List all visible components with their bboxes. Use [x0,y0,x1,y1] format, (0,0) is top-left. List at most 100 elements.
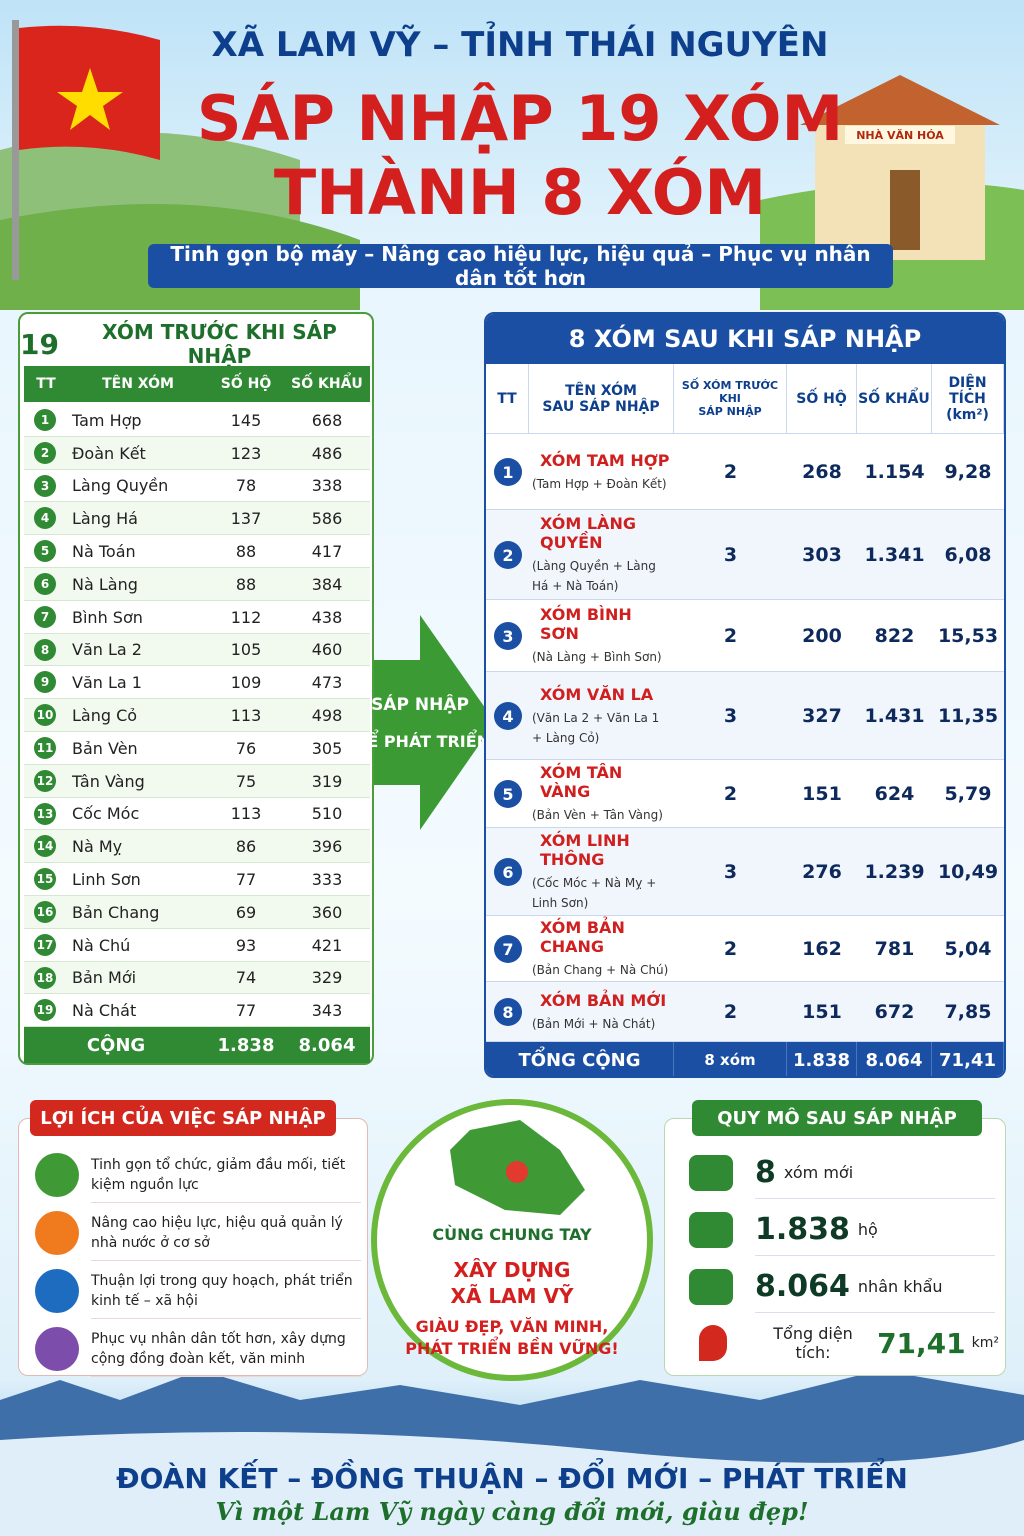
cell: 303 [802,544,842,566]
scale-value: 8.064 [755,1269,850,1304]
table-row [24,863,370,896]
village-name: XÓM LÀNG QUYỀN [540,514,636,552]
after-title: 8 XÓM SAU KHI SÁP NHẬP [486,314,1004,364]
subtitle-banner: Tinh gọn bộ máy – Nâng cao hiệu lực, hiệ… [148,242,893,290]
total-cell: 1.838 [787,1042,857,1076]
cell: 3 [723,705,738,727]
table-row [24,928,370,962]
table-row [486,600,1004,672]
cell: 417 [311,542,343,562]
scale-title: QUY MÔ SAU SÁP NHẬP [692,1100,982,1136]
header-line: SAU SÁP NHẬP [542,398,660,415]
scale-box: 8 xóm mới 1.838 hộ 8.064 nhân khẩu Tổng diện t… [664,1118,1006,1376]
cell: Tam Hợp [72,410,142,430]
table-row [24,535,370,568]
cell: 88 [235,542,257,562]
row-number: 9 [34,671,56,694]
column-header: SỐ KHẨU [284,366,370,402]
header-line: SỐ HỘ [796,390,847,407]
column-header: TÊN XÓM SAU SÁP NHẬP [529,364,674,434]
circle-text: XÂY DỰNG [453,1258,571,1282]
cell: Nà Làng [72,574,138,594]
column-header: DIỆN TÍCH (km²) [932,364,1004,434]
cell: 6,08 [944,544,992,566]
table-row [24,732,370,765]
arrow-text: SÁP NHẬP [371,695,469,715]
cell: 5,04 [944,938,992,960]
cell: 11,35 [937,705,999,727]
cell: 10,49 [937,861,999,883]
cell: 77 [235,870,257,890]
village-members: (Làng Quyền + Làng Há + Nà Toán) [532,559,656,593]
cell: Linh Sơn [72,870,141,890]
cell: 498 [311,706,343,726]
total-cell: 8.064 [857,1042,932,1076]
before-title: 19 XÓM TRƯỚC KHI SÁP NHẬP [20,320,372,368]
cell: 396 [311,837,343,857]
area-label: Tổng diện tích: [773,1324,853,1362]
table-row [24,436,370,470]
row-number: 8 [34,638,56,661]
table-row [486,828,1004,916]
row-number: 14 [34,835,56,858]
village-members: (Nà Làng + Bình Sơn) [532,650,662,664]
column-header: SỐ XÓM TRƯỚC KHI SÁP NHẬP [674,364,787,434]
total-cell: 8 xóm [674,1042,787,1076]
row-number: 3 [34,474,56,497]
header-line: SỐ KHẨU [858,390,930,407]
scale-item: 1.838 hộ [755,1204,995,1256]
cell: 151 [802,783,842,805]
cell: 74 [235,968,257,988]
cell: 319 [311,771,343,791]
cell: 76 [235,738,257,758]
cell: 113 [230,706,262,726]
benefit-icon [35,1327,79,1371]
cell: 343 [311,1001,343,1021]
table-row [24,764,370,798]
cell: Nà Toán [72,542,136,562]
benefit-text: Nâng cao hiệu lực, hiệu quả quản lý nhà … [91,1205,361,1261]
benefits-title: LỢI ÍCH CỦA VIỆC SÁP NHẬP [30,1100,336,1136]
cell: 15,53 [937,625,999,647]
table-row [24,502,370,536]
cell: 2 [723,783,738,805]
cell: 384 [311,574,343,594]
cell: Làng Cỏ [72,706,138,726]
cell: 77 [235,1001,257,1021]
footer-slogan: ĐOÀN KẾT – ĐỒNG THUẬN – ĐỔI MỚI – PHÁT T… [116,1461,908,1495]
area-value: 71,41 [877,1326,966,1360]
cell: 1.154 [864,461,925,483]
building-sign: NHÀ VĂN HÓA [845,126,955,144]
village-name: XÓM TAM HỢP [540,450,670,470]
village-name: XÓM BẢN MỚI [540,990,667,1010]
village-members: (Bản Mới + Nà Chát) [532,1016,656,1031]
row-number: 6 [34,573,56,595]
cell: Làng Quyền [72,476,169,496]
table-row [486,434,1004,510]
cell: 5,79 [944,783,992,805]
cell: Tân Vàng [72,771,145,791]
cell: 672 [874,1001,915,1023]
row-number: 6 [494,858,522,886]
row-number: 5 [34,540,56,563]
after-table: 8 XÓM SAU KHI SÁP NHẬP TT TÊN XÓM SAU SÁP N… [484,312,1006,1078]
scale-icon [689,1212,733,1248]
cell: 329 [311,968,343,988]
cell: 123 [230,443,262,463]
row-number: 3 [494,622,522,650]
benefits-box: Tinh gọn tổ chức, giảm đầu mối, tiết kiệ… [18,1118,368,1377]
table-row [24,469,370,503]
benefit-text: Thuận lợi trong quy hoạch, phát triển ki… [91,1263,361,1319]
column-header: TT [24,366,68,402]
name-cell: XÓM TÂN VÀNG (Bản Vèn + Tân Vàng) [532,760,672,828]
table-row [24,830,370,864]
cell: 86 [235,837,257,857]
cell: 460 [311,640,343,660]
column-header: TT [486,364,529,434]
total-cell: TỔNG CỘNG [486,1042,674,1076]
scale-item: 8.064 nhân khẩu [755,1261,995,1313]
cell: Bình Sơn [72,607,143,627]
row-number: 2 [34,441,56,464]
table-row [486,510,1004,600]
